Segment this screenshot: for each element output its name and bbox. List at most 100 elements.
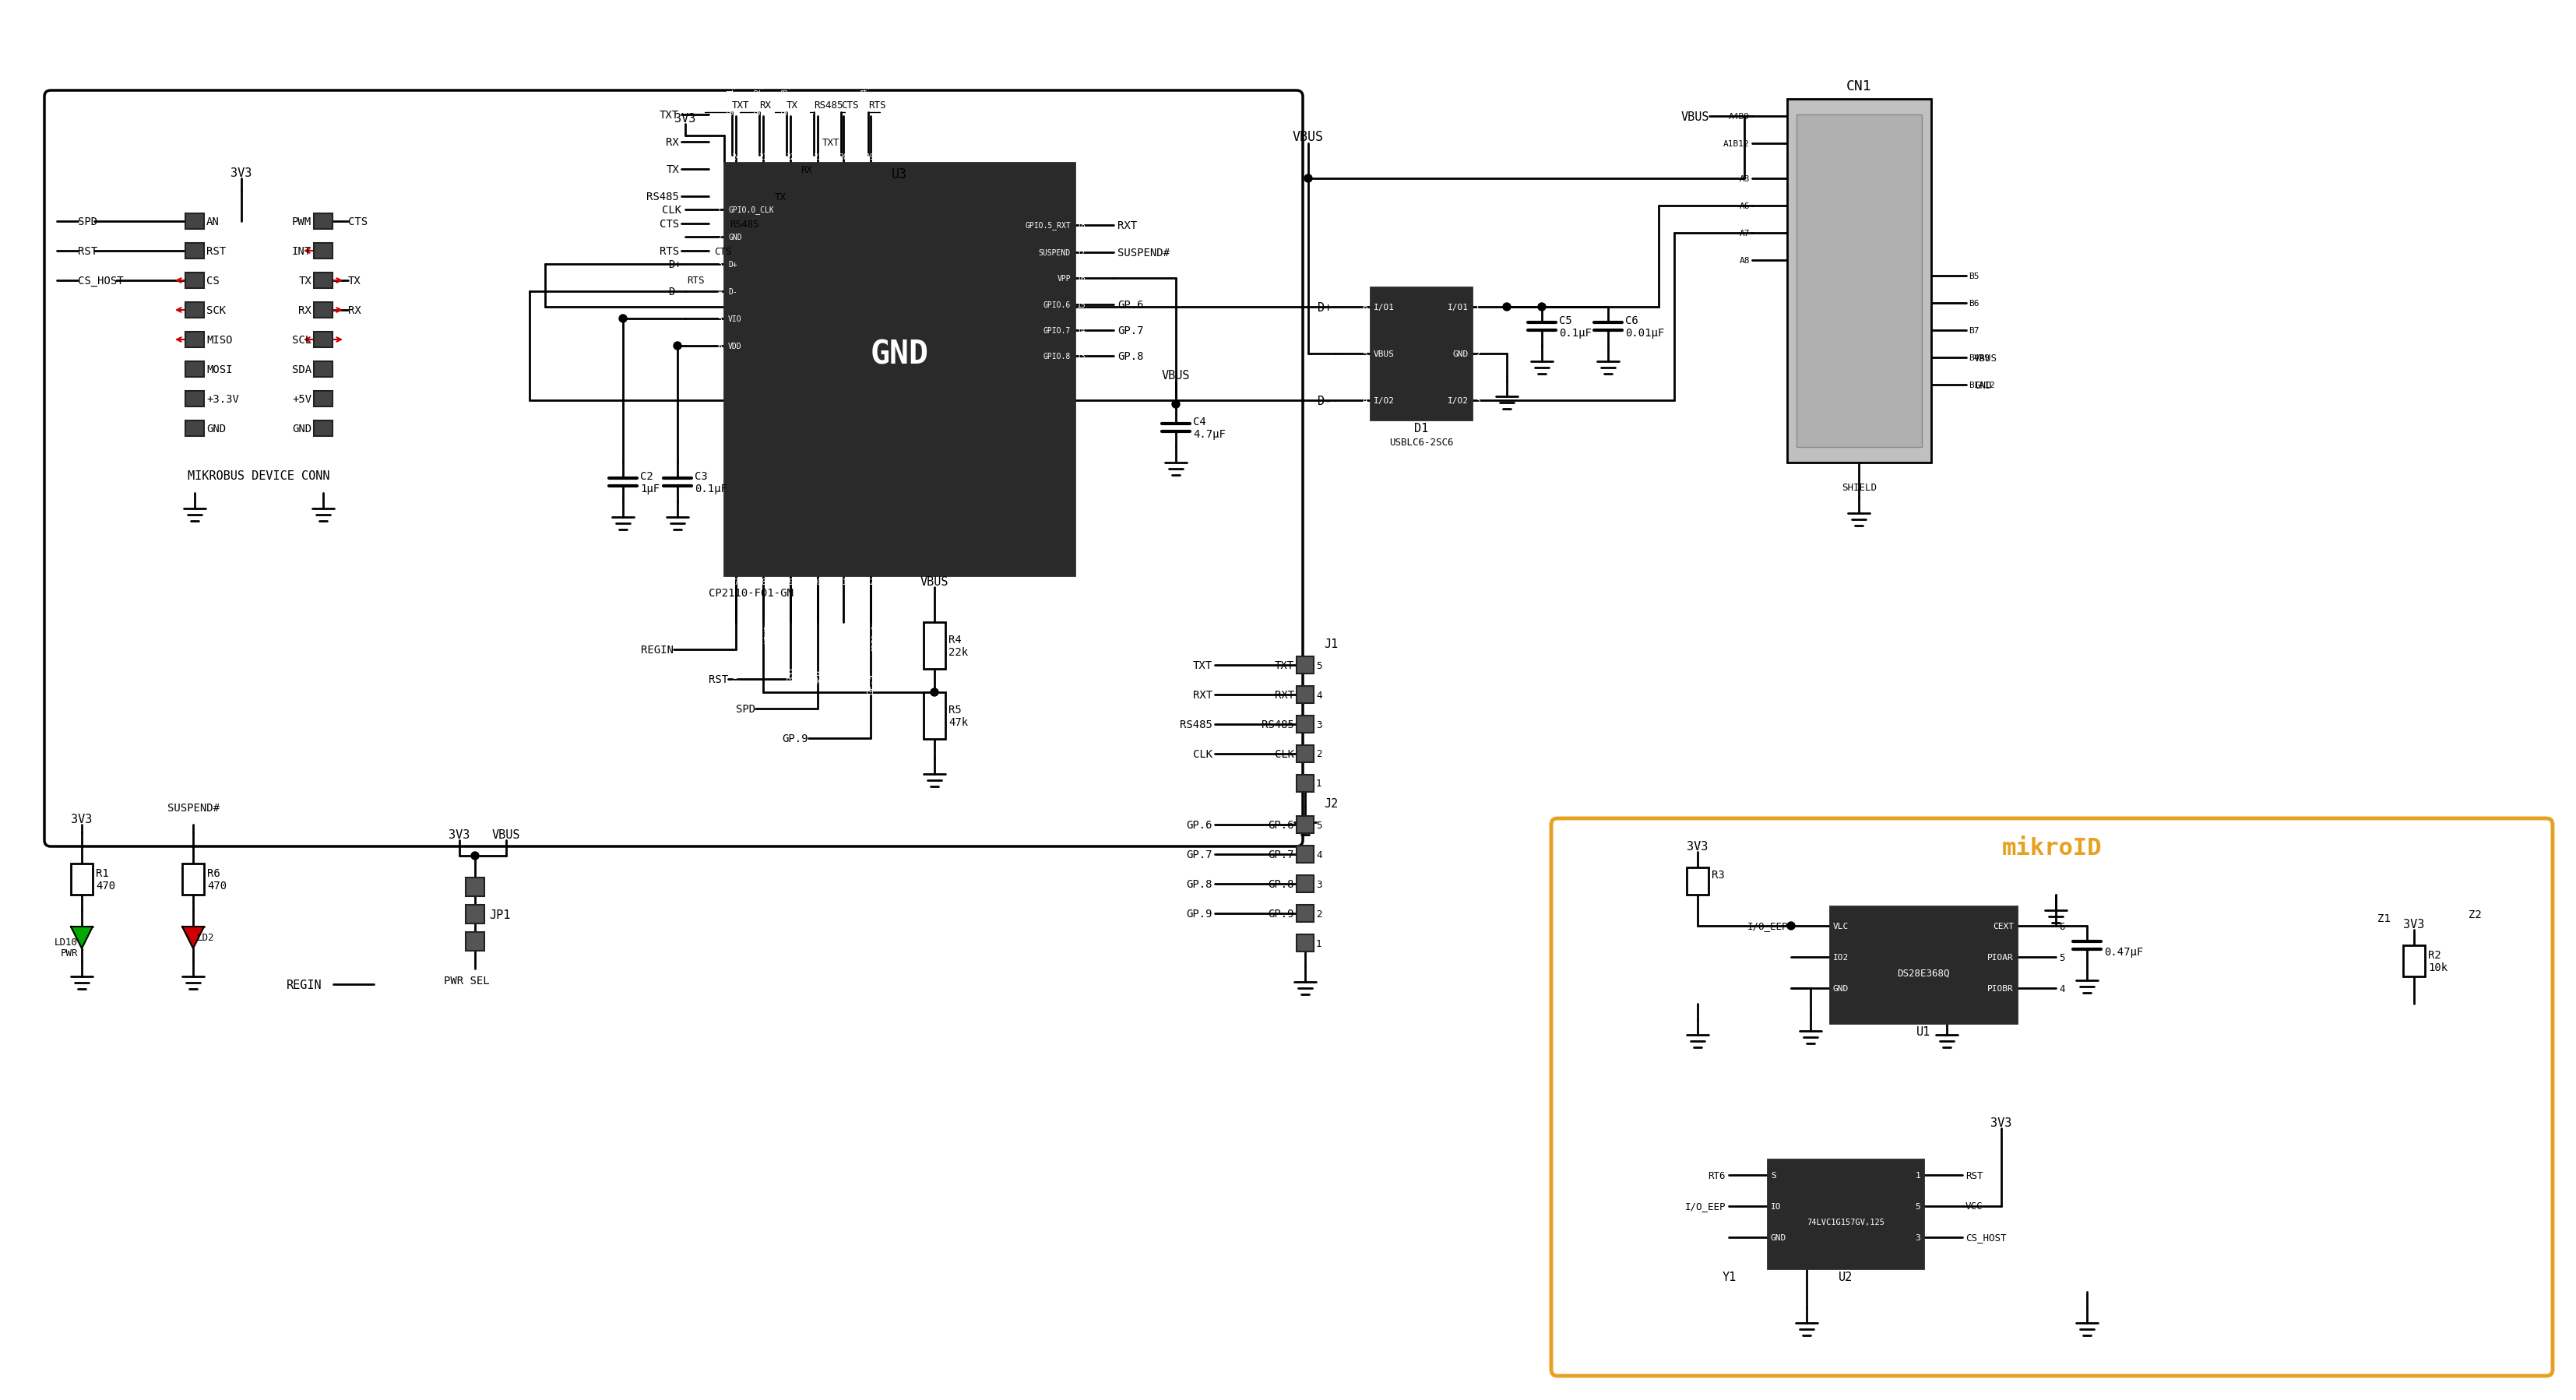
Text: GPIO.4_TXT: GPIO.4_TXT (860, 70, 868, 115)
Text: GND: GND (1453, 350, 1468, 358)
Text: 1: 1 (1476, 304, 1481, 311)
Text: 3V3: 3V3 (72, 813, 93, 825)
Text: 12: 12 (866, 578, 876, 587)
Text: JP1: JP1 (489, 909, 510, 920)
Text: 19: 19 (866, 154, 876, 161)
Text: GP.8: GP.8 (1118, 351, 1144, 361)
Text: LD10: LD10 (54, 937, 77, 946)
Text: MOSI: MOSI (206, 364, 232, 375)
Text: RS485: RS485 (1262, 720, 1293, 729)
Text: 9: 9 (788, 578, 793, 587)
Text: MISO: MISO (206, 335, 232, 346)
Text: RX: RX (348, 305, 361, 316)
Text: VPP: VPP (1056, 274, 1072, 283)
Text: 1: 1 (1914, 1172, 1919, 1179)
Text: R3: R3 (1710, 869, 1726, 881)
Text: TXT: TXT (822, 137, 840, 147)
Text: PIOAR: PIOAR (1989, 953, 2014, 960)
Text: 0.01µF: 0.01µF (1625, 328, 1664, 339)
Text: A6: A6 (1739, 203, 1749, 210)
Bar (1296, 746, 1314, 763)
Text: RX: RX (801, 165, 811, 175)
Text: CTS: CTS (840, 101, 858, 111)
Text: SUSPEND: SUSPEND (845, 624, 853, 657)
Text: IO: IO (1770, 1203, 1783, 1210)
Text: AN: AN (206, 217, 219, 227)
Text: VIO: VIO (729, 315, 742, 323)
Text: GPIO.5_RXT: GPIO.5_RXT (1025, 221, 1072, 230)
Text: 21: 21 (814, 154, 822, 161)
Text: 4: 4 (716, 288, 721, 295)
Text: R4: R4 (948, 634, 961, 645)
Bar (72, 864, 93, 895)
Text: GND: GND (1770, 1233, 1788, 1242)
Text: 0.1µF: 0.1µF (696, 483, 726, 494)
Text: GPIO.3_RS485: GPIO.3_RS485 (781, 60, 788, 115)
Text: 74LVC1G157GV,125: 74LVC1G157GV,125 (1806, 1218, 1886, 1225)
Text: Y1: Y1 (1723, 1271, 1736, 1282)
Text: GPIO.7: GPIO.7 (1043, 326, 1072, 335)
Bar (1795, 115, 1922, 448)
Circle shape (1172, 400, 1180, 409)
Text: J2: J2 (1324, 798, 1337, 809)
Text: RS485: RS485 (729, 218, 760, 230)
Text: 3V3: 3V3 (448, 829, 469, 840)
Text: 1: 1 (1316, 938, 1321, 948)
Text: GPIO.9: GPIO.9 (873, 624, 881, 651)
Text: CLK: CLK (1193, 749, 1213, 760)
Text: 4: 4 (1363, 396, 1368, 405)
Text: RST: RST (206, 246, 227, 256)
Text: 470: 470 (95, 881, 116, 890)
Text: CS_HOST: CS_HOST (1965, 1232, 2007, 1242)
Text: R2: R2 (2429, 949, 2442, 960)
Bar (1296, 715, 1314, 734)
Text: 16: 16 (1077, 274, 1087, 283)
Text: D+: D+ (729, 260, 737, 269)
Text: TXT: TXT (1193, 659, 1213, 671)
Text: CEXT: CEXT (1994, 923, 2014, 930)
Text: GPIO.8: GPIO.8 (1043, 353, 1072, 360)
Bar (466, 878, 484, 896)
Text: 470: 470 (206, 881, 227, 890)
Text: 6: 6 (1363, 304, 1368, 311)
Text: A1B12: A1B12 (1723, 140, 1749, 148)
Text: PWR: PWR (59, 948, 77, 959)
Circle shape (618, 315, 626, 323)
Text: 1µF: 1µF (639, 483, 659, 494)
Text: B7: B7 (1968, 326, 1978, 335)
Bar (185, 392, 204, 407)
Bar (1296, 657, 1314, 673)
Text: 10: 10 (814, 578, 822, 587)
Text: GP.6: GP.6 (1188, 819, 1213, 830)
Text: 5: 5 (1316, 820, 1321, 830)
Text: GP.8: GP.8 (1188, 879, 1213, 889)
Bar (185, 214, 204, 230)
Text: RT6: RT6 (1708, 1170, 1726, 1180)
Text: TX: TX (299, 276, 312, 287)
Bar (314, 361, 332, 378)
Bar (1296, 935, 1314, 952)
Text: 15: 15 (1077, 301, 1087, 309)
Text: VBUS: VBUS (492, 829, 520, 840)
Text: 5: 5 (2058, 952, 2066, 962)
Text: 4: 4 (2058, 983, 2066, 994)
Text: RTS: RTS (659, 246, 680, 256)
Text: 0.47µF: 0.47µF (2105, 946, 2143, 958)
Text: 0.1µF: 0.1µF (1558, 328, 1592, 339)
Text: 6: 6 (2058, 921, 2066, 931)
Text: RXT: RXT (1118, 220, 1136, 231)
Text: RST: RST (77, 246, 98, 256)
Polygon shape (183, 927, 204, 949)
Text: U2: U2 (1839, 1271, 1852, 1282)
Text: 13: 13 (1077, 353, 1087, 360)
Text: CLK: CLK (662, 204, 683, 216)
Circle shape (471, 853, 479, 860)
Text: B5: B5 (1968, 273, 1978, 280)
Bar (314, 273, 332, 288)
Text: 2: 2 (716, 234, 721, 241)
Bar (314, 421, 332, 437)
Text: A4B9: A4B9 (1728, 113, 1749, 120)
Text: VBUS: VBUS (1293, 130, 1324, 144)
Text: RS485: RS485 (1180, 720, 1213, 729)
Bar (1296, 875, 1314, 893)
